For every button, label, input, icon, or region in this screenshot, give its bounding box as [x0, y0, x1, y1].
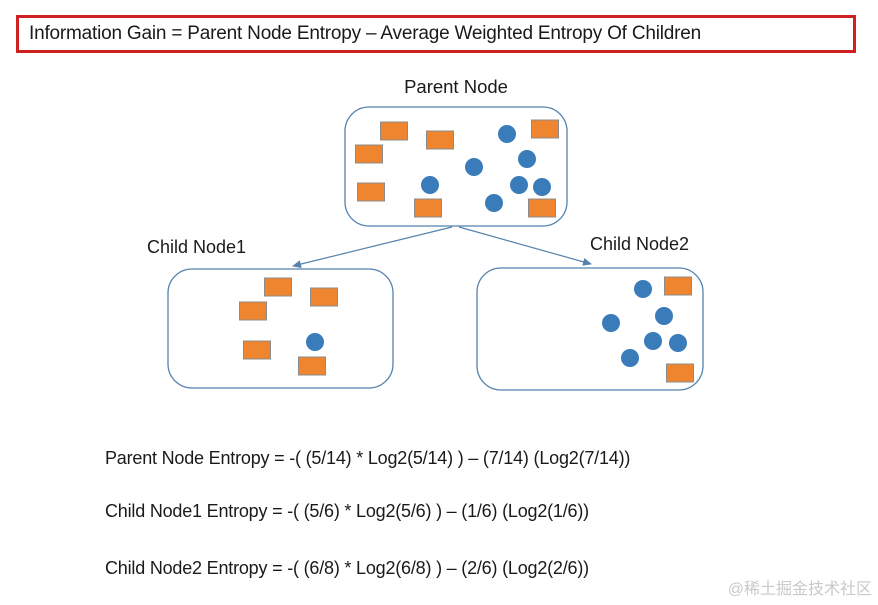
child-node1-label: Child Node1	[147, 237, 247, 257]
orange-square-marker	[414, 198, 442, 218]
orange-square-marker	[298, 356, 326, 376]
blue-circle-marker	[621, 349, 639, 367]
child1-entropy-formula: Child Node1 Entropy = -( (5/6) * Log2(5/…	[105, 501, 589, 521]
blue-circle-marker	[644, 332, 662, 350]
blue-circle-marker	[465, 158, 483, 176]
orange-square-marker	[243, 340, 271, 360]
child2-entropy-formula: Child Node2 Entropy = -( (6/8) * Log2(6/…	[105, 558, 589, 578]
orange-square-marker	[355, 144, 383, 164]
parent-to-child2-arrow	[458, 226, 592, 266]
orange-square-marker	[426, 130, 454, 150]
orange-square-marker	[239, 301, 267, 321]
orange-square-marker	[666, 363, 694, 383]
blue-circle-marker	[533, 178, 551, 196]
blue-circle-marker	[655, 307, 673, 325]
child-node2-label: Child Node2	[590, 234, 690, 254]
parent-entropy-formula: Parent Node Entropy = -( (5/14) * Log2(5…	[105, 448, 631, 468]
title-text: Information Gain = Parent Node Entropy –…	[29, 23, 701, 44]
blue-circle-marker	[634, 280, 652, 298]
blue-circle-marker	[602, 314, 620, 332]
orange-square-marker	[664, 276, 692, 296]
orange-square-marker	[531, 119, 559, 139]
orange-square-marker	[528, 198, 556, 218]
blue-circle-marker	[510, 176, 528, 194]
blue-circle-marker	[485, 194, 503, 212]
watermark: @稀土掘金技术社区	[727, 581, 872, 598]
blue-circle-marker	[669, 334, 687, 352]
blue-circle-marker	[421, 176, 439, 194]
orange-square-marker	[264, 277, 292, 297]
orange-square-marker	[310, 287, 338, 307]
orange-square-marker	[357, 182, 385, 202]
title-banner: Information Gain = Parent Node Entropy –…	[16, 15, 856, 53]
parent-node-label: Parent Node	[404, 76, 508, 97]
blue-circle-marker	[518, 150, 536, 168]
child-node2-box	[476, 267, 704, 391]
blue-circle-marker	[306, 333, 324, 351]
parent-to-child1-arrow	[292, 226, 453, 268]
blue-circle-marker	[498, 125, 516, 143]
orange-square-marker	[380, 121, 408, 141]
